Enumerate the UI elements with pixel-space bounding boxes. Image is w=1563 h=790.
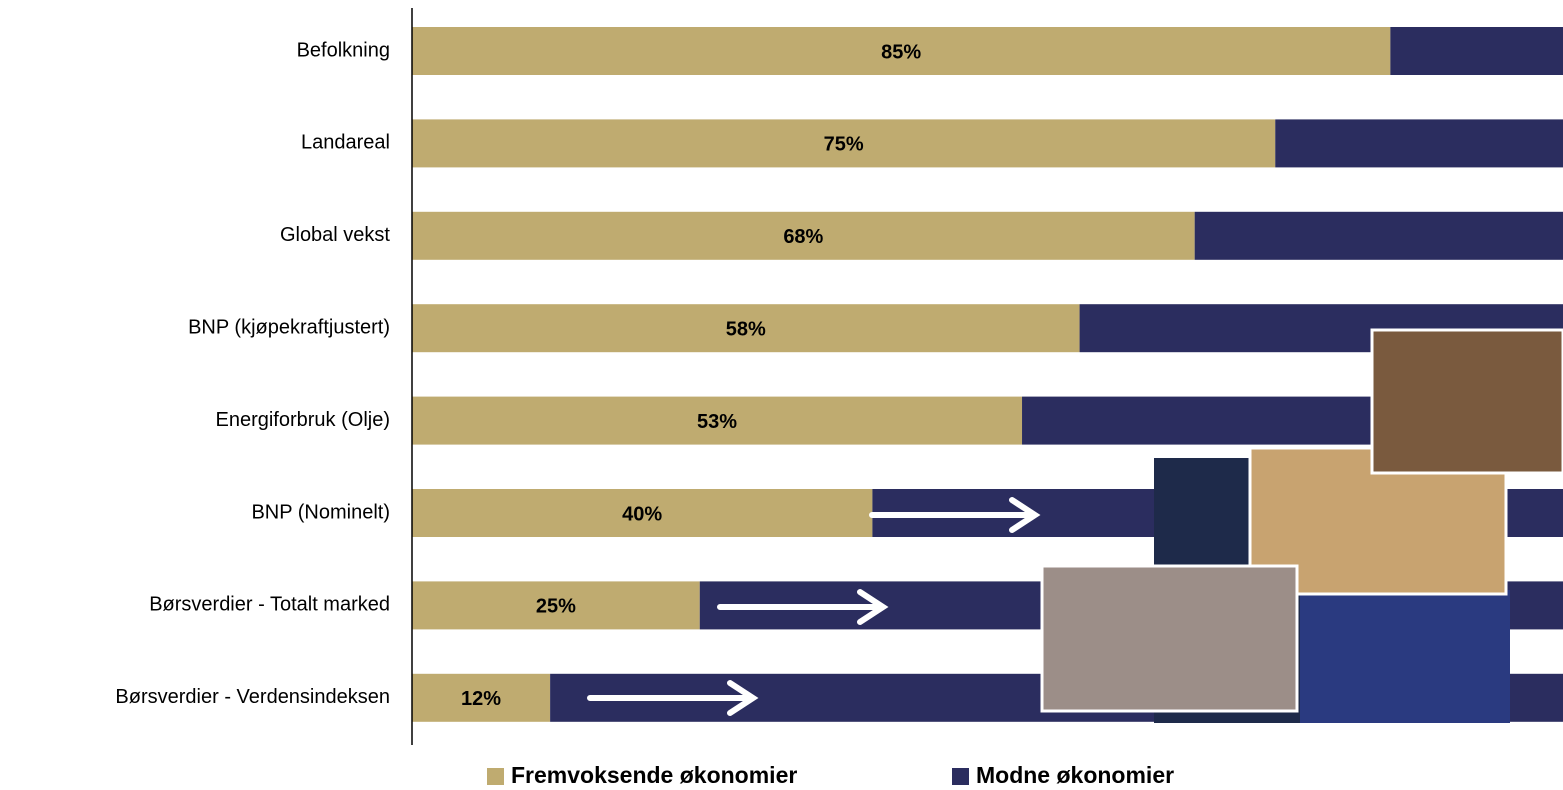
photo [1372,330,1563,473]
legend-label: Modne økonomier [976,762,1174,788]
value-label: 85% [881,41,921,63]
legend-swatch [487,768,504,785]
chart: Befolkning 85% Landareal 75% Global vekst 68%… [0,0,1563,790]
legend-label: Fremvoksende økonomier [511,762,797,788]
value-label: 68% [783,226,823,248]
photo [1042,566,1297,711]
bar-segment [1390,27,1563,75]
value-label: 53% [697,411,737,433]
value-label: 25% [536,596,576,618]
value-label: 75% [824,134,864,156]
value-label: 58% [726,318,766,340]
category-label: Befolkning [297,39,390,61]
legend-swatch [952,768,969,785]
category-label: Energiforbruk (Olje) [215,409,390,431]
bar-segment [1195,212,1563,260]
category-label: Børsverdier - Verdensindeksen [115,686,390,708]
category-label: Global vekst [280,224,390,246]
category-label: Landareal [301,132,390,154]
category-label: BNP (Nominelt) [251,501,390,523]
category-label: BNP (kjøpekraftjustert) [188,316,390,338]
value-label: 12% [461,688,501,710]
bar-segment [1275,119,1563,167]
value-label: 40% [622,503,662,525]
category-label: Børsverdier - Totalt marked [149,594,390,616]
photo [1300,590,1510,723]
